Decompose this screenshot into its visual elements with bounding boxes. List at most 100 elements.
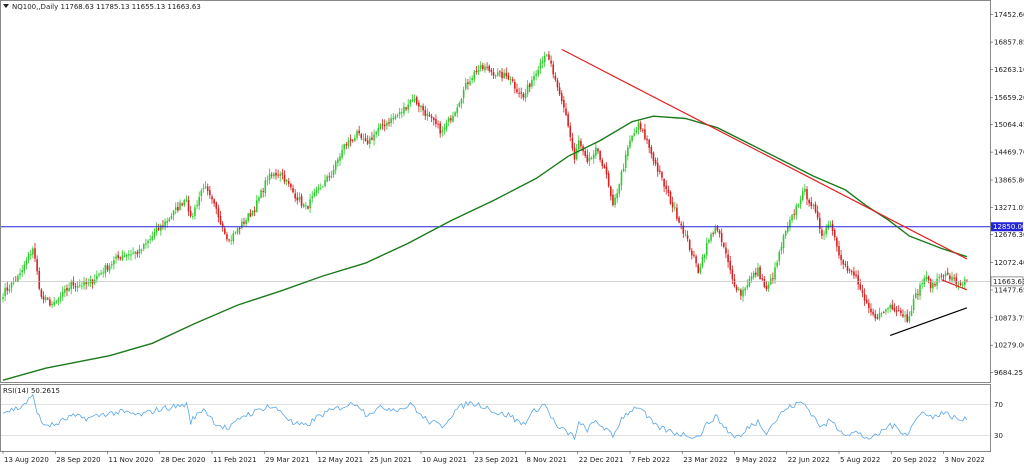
price-tick-label: 16857.85 <box>994 39 1024 47</box>
candle <box>223 225 226 235</box>
candle <box>172 209 175 221</box>
candle <box>381 119 384 130</box>
candle <box>750 272 753 283</box>
candle <box>836 236 838 252</box>
candle <box>727 249 729 268</box>
candle <box>102 267 105 278</box>
candle <box>650 144 653 159</box>
rsi-level-label: 70 <box>994 401 1003 409</box>
time-tick-label: 28 Dec 2020 <box>161 456 206 464</box>
candle <box>838 240 840 259</box>
candle <box>473 69 476 83</box>
candle <box>432 116 435 126</box>
candle <box>891 299 894 311</box>
candle <box>705 237 708 260</box>
candle <box>87 278 90 287</box>
candle <box>55 299 58 305</box>
candle <box>345 142 348 150</box>
candle <box>723 241 725 249</box>
collapse-arrow-icon[interactable] <box>3 4 9 8</box>
candle <box>733 274 736 288</box>
candle <box>870 303 872 316</box>
candle <box>258 195 260 204</box>
candle <box>904 311 906 323</box>
candle <box>797 203 800 208</box>
candle <box>475 65 478 75</box>
candle <box>569 122 572 142</box>
trendline-resistance[interactable] <box>561 48 968 260</box>
candle <box>514 79 516 94</box>
candle <box>8 284 11 294</box>
candle <box>411 94 414 103</box>
candle <box>262 187 264 198</box>
candle <box>290 182 292 191</box>
price-tick-label: 13271.05 <box>994 204 1024 212</box>
candle <box>535 70 537 81</box>
candle <box>53 296 55 308</box>
candle <box>688 238 691 252</box>
candle <box>659 165 661 175</box>
overlay-layer <box>1 48 990 381</box>
candle <box>482 62 484 72</box>
candle <box>699 263 702 275</box>
candle <box>680 221 682 230</box>
candle <box>697 263 700 274</box>
candle <box>490 67 493 76</box>
candle <box>949 273 951 282</box>
candle <box>833 228 836 241</box>
candle <box>964 276 966 290</box>
candle <box>247 212 250 223</box>
candle <box>174 202 177 215</box>
candle <box>842 259 845 270</box>
candle <box>823 230 825 240</box>
candle <box>228 238 230 243</box>
candle <box>211 194 213 204</box>
candle <box>609 185 612 201</box>
candle <box>341 144 343 160</box>
candle <box>458 101 461 108</box>
time-tick-label: 29 Mar 2021 <box>265 456 309 464</box>
candle <box>354 134 356 142</box>
candle <box>533 71 535 86</box>
candle <box>64 285 66 298</box>
candle <box>392 112 395 124</box>
candle <box>673 201 676 212</box>
candle <box>558 82 561 96</box>
candle <box>765 280 768 292</box>
candle <box>908 311 911 324</box>
candle <box>138 244 141 259</box>
candle <box>951 271 953 283</box>
candle <box>678 215 680 224</box>
candle <box>791 214 793 224</box>
trendline-lower-wedge[interactable] <box>941 279 968 291</box>
candle <box>795 203 798 220</box>
candle <box>403 102 405 117</box>
candle <box>716 224 719 233</box>
candle <box>255 194 258 213</box>
candle <box>17 273 19 283</box>
candle <box>780 241 783 255</box>
candle <box>249 209 252 218</box>
rsi-pane <box>0 384 991 452</box>
candle <box>537 66 540 78</box>
time-tick-label: 5 Aug 2022 <box>840 456 880 464</box>
candle <box>720 228 723 247</box>
candle <box>467 79 469 90</box>
candle <box>409 99 412 108</box>
candle <box>23 261 26 275</box>
candle <box>134 250 137 260</box>
price-tick-label: 14469.70 <box>994 149 1024 157</box>
candle <box>484 63 486 73</box>
candle <box>153 228 156 240</box>
candle <box>737 287 740 292</box>
candle <box>435 114 437 128</box>
candle <box>629 135 631 149</box>
candle <box>961 281 964 288</box>
candle <box>309 193 311 214</box>
trendline-support[interactable] <box>889 307 968 337</box>
candle <box>57 297 60 306</box>
candle <box>654 157 657 167</box>
candle <box>740 288 742 300</box>
rsi-level-label: 30 <box>994 432 1003 440</box>
candle <box>287 177 290 187</box>
